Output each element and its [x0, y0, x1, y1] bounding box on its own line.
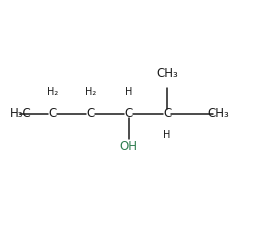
Text: H: H: [125, 87, 132, 97]
Text: H: H: [163, 130, 170, 140]
Text: C: C: [124, 107, 132, 120]
Text: H₃C: H₃C: [10, 107, 32, 120]
Text: C: C: [48, 107, 56, 120]
Text: OH: OH: [119, 140, 137, 153]
Text: H₂: H₂: [46, 87, 58, 97]
Text: C: C: [86, 107, 94, 120]
Text: C: C: [162, 107, 170, 120]
Text: CH₃: CH₃: [155, 67, 177, 80]
Text: H₂: H₂: [85, 87, 96, 97]
Text: CH₃: CH₃: [207, 107, 229, 120]
